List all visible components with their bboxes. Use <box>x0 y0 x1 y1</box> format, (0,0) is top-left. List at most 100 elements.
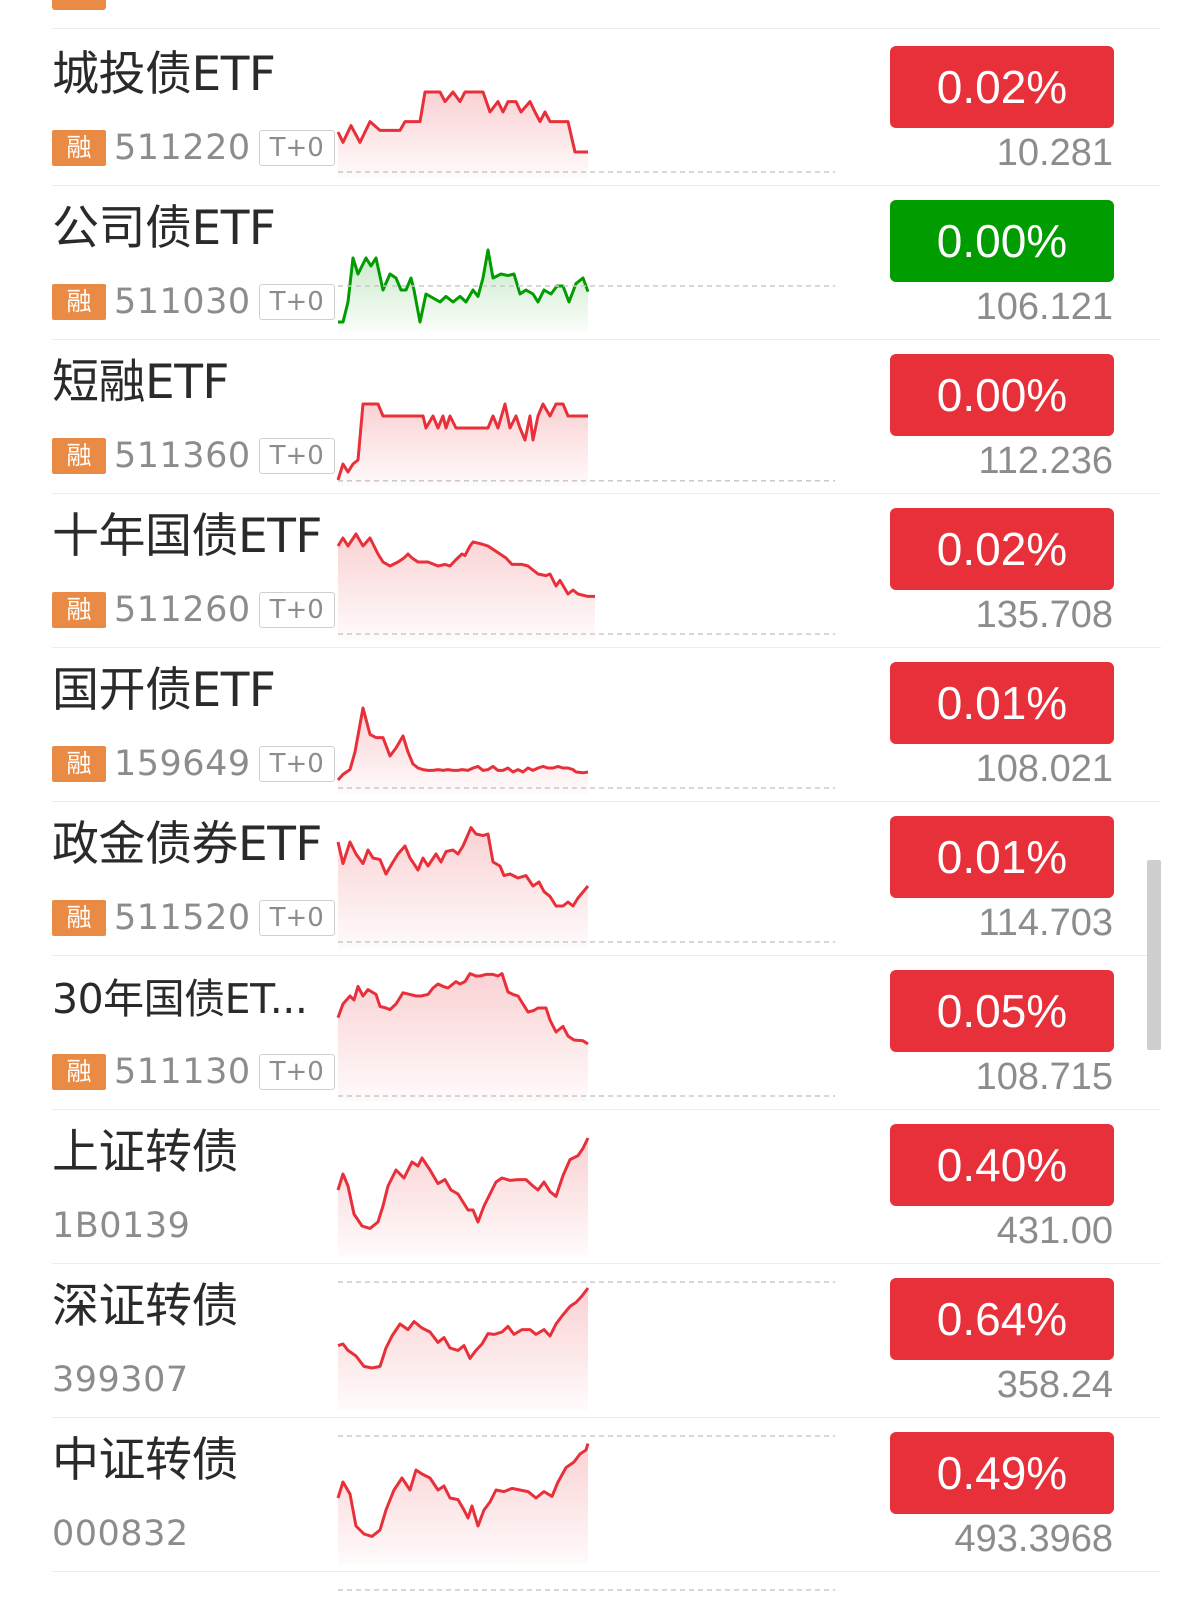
sparkline-line <box>338 248 590 324</box>
row-divider <box>52 339 1161 340</box>
security-code: 511220 <box>114 128 251 168</box>
t-plus-zero-badge: T+0 <box>258 438 335 474</box>
intraday-sparkline <box>336 826 835 948</box>
list-item[interactable]: 30年国债ET... 融 511130 T+0 0.05% 108.715 <box>0 952 1193 1110</box>
margin-trading-badge: 融 <box>52 438 106 474</box>
margin-trading-badge: 融 <box>52 592 106 628</box>
change-percent-button[interactable]: 0.00% <box>890 354 1114 436</box>
last-price: 358.24 <box>996 1364 1113 1406</box>
security-name: 政金债券ETF <box>52 817 322 872</box>
sparkline-line <box>336 706 589 781</box>
row-divider <box>52 28 1161 29</box>
list-item[interactable]: 城投债ETF 融 511220 T+0 0.02% 10.281 <box>0 28 1193 186</box>
security-name: 十年国债ETF <box>52 509 322 564</box>
change-percent-button[interactable]: 0.00% <box>890 200 1114 282</box>
t-plus-zero-badge: T+0 <box>258 746 335 782</box>
security-meta: 融 511520 T+0 <box>52 898 335 938</box>
list-item[interactable]: 国开债ETF 融 159649 T+0 0.01% 108.021 <box>0 644 1193 802</box>
intraday-sparkline <box>336 90 835 178</box>
change-percent-button[interactable]: 0.01% <box>890 662 1114 744</box>
margin-badge-partial <box>52 0 106 10</box>
margin-trading-badge: 融 <box>52 1054 106 1090</box>
security-meta: 融 511030 T+0 <box>52 282 335 322</box>
sparkline-line <box>336 1443 590 1538</box>
change-percent-button[interactable]: 0.49% <box>890 1432 1114 1514</box>
row-divider <box>52 1109 1161 1110</box>
sparkline-area <box>338 250 588 332</box>
previous-row-partial <box>0 0 1193 30</box>
change-percent-button[interactable]: 0.01% <box>890 816 1114 898</box>
intraday-sparkline <box>336 972 835 1102</box>
list-item[interactable]: 上证转债 1B0139 0.40% 431.00 <box>0 1106 1193 1283</box>
change-percent-button[interactable]: 0.02% <box>890 46 1114 128</box>
sparkline-line <box>336 90 588 154</box>
change-percent-button[interactable]: 0.64% <box>890 1278 1114 1360</box>
security-meta: 399307 <box>52 1360 197 1400</box>
security-name: 上证转债 <box>52 1125 239 1180</box>
sparkline-area <box>338 973 588 1102</box>
security-name: 中证转债 <box>52 1433 239 1488</box>
sparkline-area <box>338 827 588 948</box>
row-divider <box>52 185 1161 186</box>
last-price: 108.715 <box>975 1056 1113 1098</box>
last-price: 112.236 <box>978 440 1113 482</box>
sparkline-area <box>338 92 588 178</box>
security-meta: 1B0139 <box>52 1206 198 1246</box>
sparkline-line <box>336 1137 590 1230</box>
list-item[interactable]: 短融ETF 融 511360 T+0 0.00% 112.236 <box>0 336 1193 494</box>
intraday-sparkline <box>338 248 835 332</box>
t-plus-zero-badge: T+0 <box>258 592 335 628</box>
security-name: 30年国债ET... <box>52 975 308 1023</box>
last-price: 114.703 <box>978 902 1113 944</box>
row-divider <box>52 1571 1161 1572</box>
sparkline-area <box>338 1288 588 1410</box>
security-code: 511520 <box>114 898 251 938</box>
list-item[interactable]: 十年国债ETF 融 511260 T+0 0.02% 135.708 <box>0 490 1193 648</box>
sparkline-area <box>338 708 588 794</box>
sparkline-line <box>336 532 595 598</box>
last-price: 135.708 <box>975 594 1113 636</box>
security-meta: 融 159649 T+0 <box>52 744 335 784</box>
scrollbar[interactable] <box>1147 860 1161 1050</box>
security-code: 511260 <box>114 590 251 630</box>
change-percent-button[interactable]: 0.05% <box>890 970 1114 1052</box>
list-item[interactable]: 中证转债 000832 0.49% 493.3968 <box>0 1414 1193 1591</box>
list-item[interactable]: 政金债券ETF 融 511520 T+0 0.01% 114.703 <box>0 798 1193 956</box>
list-item[interactable]: 深证转债 399307 0.64% 358.24 <box>0 1260 1193 1437</box>
last-price: 431.00 <box>996 1210 1113 1252</box>
security-code: 399307 <box>52 1360 189 1400</box>
security-meta: 融 511360 T+0 <box>52 436 335 476</box>
security-code: 159649 <box>114 744 251 784</box>
row-divider <box>52 647 1161 648</box>
security-code: 511130 <box>114 1052 251 1092</box>
security-code: 000832 <box>52 1514 189 1554</box>
security-meta: 000832 <box>52 1514 197 1554</box>
intraday-sparkline <box>337 1287 835 1437</box>
sparkline-line <box>336 402 588 481</box>
intraday-sparkline <box>336 532 835 640</box>
margin-trading-badge: 融 <box>52 746 106 782</box>
sparkline-area <box>338 1443 588 1564</box>
margin-trading-badge: 融 <box>52 130 106 166</box>
change-percent-button[interactable]: 0.02% <box>890 508 1114 590</box>
last-price: 106.121 <box>975 286 1113 328</box>
last-price: 108.021 <box>975 748 1113 790</box>
sparkline-area <box>338 404 588 486</box>
security-name: 国开债ETF <box>52 663 276 718</box>
change-percent-button[interactable]: 0.40% <box>890 1124 1114 1206</box>
t-plus-zero-badge: T+0 <box>258 1054 335 1090</box>
margin-trading-badge: 融 <box>52 284 106 320</box>
row-divider <box>52 801 1161 802</box>
sparkline-line <box>336 826 590 908</box>
intraday-sparkline <box>336 1137 835 1283</box>
security-code: 511030 <box>114 282 251 322</box>
security-name: 公司债ETF <box>52 201 276 256</box>
sparkline-line <box>336 972 589 1046</box>
security-meta: 融 511220 T+0 <box>52 128 335 168</box>
list-item[interactable]: 公司债ETF 融 511030 T+0 0.00% 106.121 <box>0 182 1193 340</box>
security-code: 511360 <box>114 436 251 476</box>
last-price: 10.281 <box>996 132 1113 174</box>
security-meta: 融 511260 T+0 <box>52 590 335 630</box>
last-price: 493.3968 <box>954 1518 1114 1560</box>
